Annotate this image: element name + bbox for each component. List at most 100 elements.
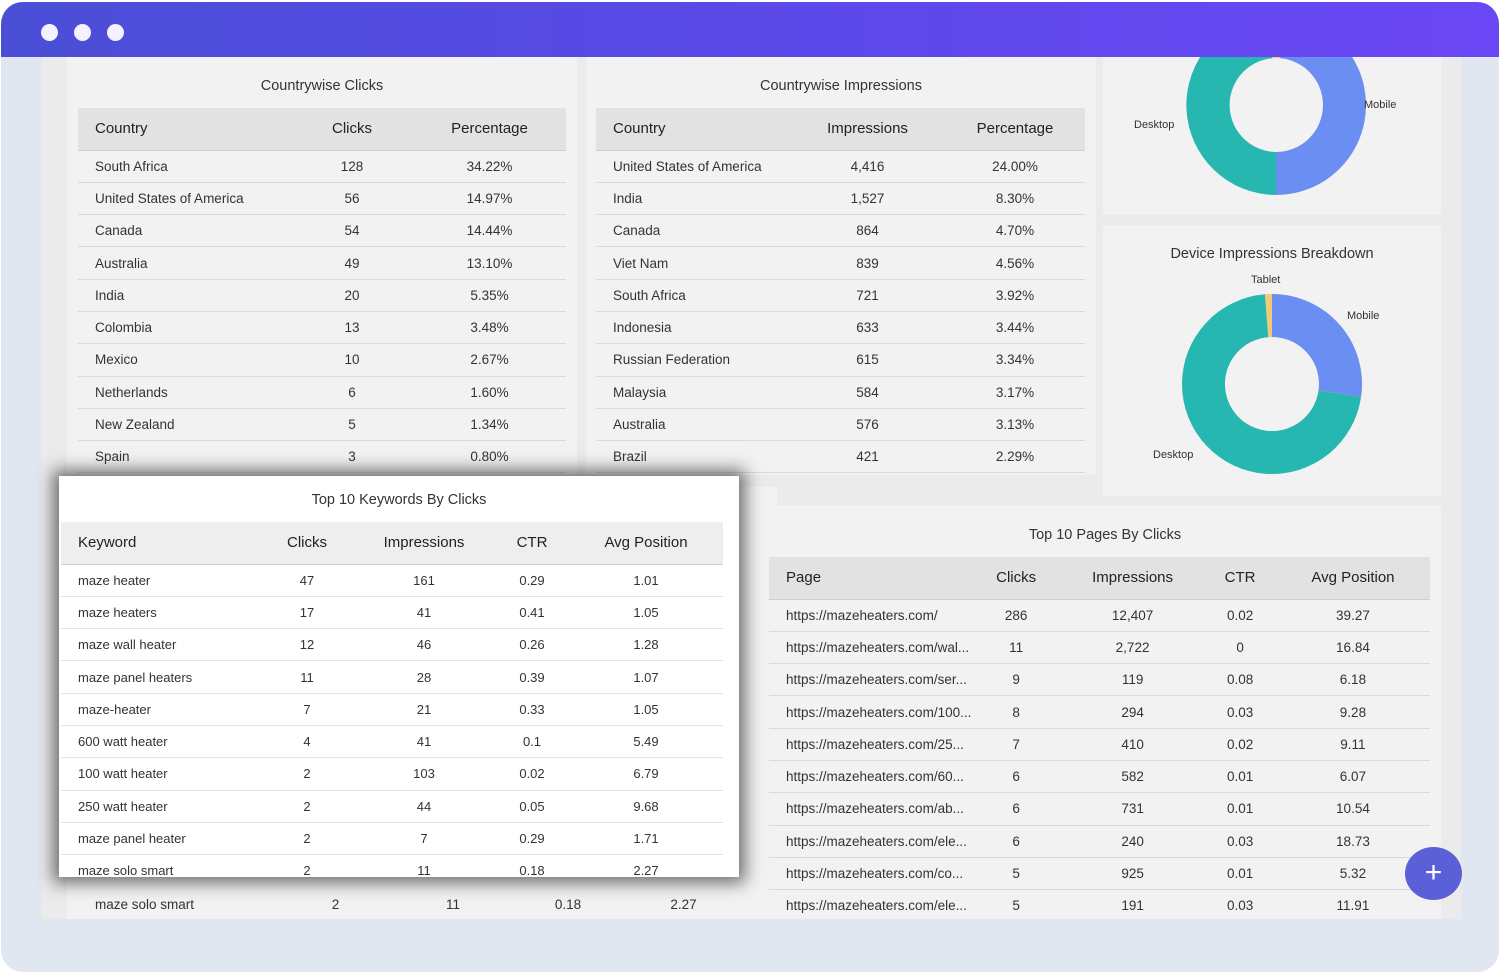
table-row[interactable]: Malaysia 584 3.17% bbox=[596, 376, 1085, 409]
avg-position-cell: 1.71 bbox=[569, 822, 723, 856]
table-row[interactable]: maze panel heater 2 7 0.29 1.71 bbox=[61, 822, 723, 856]
column-header-country[interactable]: Country bbox=[78, 108, 291, 151]
table-row[interactable]: https://mazeheaters.com/286 12,407 0.02 39.… bbox=[769, 599, 1430, 632]
clicks-cell: 7 bbox=[261, 693, 353, 726]
column-header-impressions[interactable]: Impressions bbox=[353, 522, 495, 565]
percentage-cell: 5.35% bbox=[413, 279, 566, 312]
table-row[interactable]: Brazil 421 2.29% bbox=[596, 440, 1085, 474]
country-cell: South Africa bbox=[596, 279, 790, 312]
impressions-cell: 161 bbox=[353, 564, 495, 597]
add-widget-button[interactable]: + bbox=[1405, 847, 1462, 900]
keyword-cell: 100 watt heater bbox=[61, 757, 261, 791]
country-cell: India bbox=[596, 182, 790, 216]
table-row[interactable]: maze heaters 17 41 0.41 1.05 bbox=[61, 596, 723, 630]
table-row[interactable]: https://mazeheaters.com/100... 8 294 0.03 9.… bbox=[769, 695, 1430, 729]
table-row[interactable]: https://mazeheaters.com/25... 7 410 0.02 9.1… bbox=[769, 728, 1430, 761]
table-row[interactable]: maze heater 47 161 0.29 1.01 bbox=[61, 564, 723, 597]
column-header-percentage[interactable]: Percentage bbox=[413, 108, 566, 151]
window-minimize-dot[interactable] bbox=[74, 24, 91, 41]
ctr-cell: 0.03 bbox=[1204, 825, 1276, 858]
clicks-cell: 11 bbox=[261, 660, 353, 694]
clicks-cell: 8 bbox=[971, 695, 1061, 729]
table-row[interactable]: Colombia 13 3.48% bbox=[78, 311, 566, 345]
table-row[interactable]: Australia 49 13.10% bbox=[78, 246, 566, 280]
impressions-cell: 41 bbox=[353, 596, 495, 630]
table-row[interactable]: https://mazeheaters.com/ele... 5 191 0.03 11… bbox=[769, 889, 1430, 919]
percentage-cell: 3.17% bbox=[945, 376, 1085, 409]
percentage-cell: 24.00% bbox=[945, 150, 1085, 183]
impressions-cell: 615 bbox=[790, 343, 945, 377]
ctr-cell: 0.01 bbox=[1204, 857, 1276, 891]
window-close-dot[interactable] bbox=[41, 24, 58, 41]
impressions-cell: 240 bbox=[1060, 825, 1205, 858]
table-row[interactable]: Canada 864 4.70% bbox=[596, 214, 1085, 248]
column-header-page[interactable]: Page bbox=[769, 557, 972, 600]
table-row[interactable]: https://mazeheaters.com/wal... 11 2,722 0 16… bbox=[769, 631, 1430, 665]
top-keywords-popup[interactable]: Top 10 Keywords By Clicks Keyword Clicks… bbox=[59, 476, 739, 877]
legend-label-tablet: Tablet bbox=[1251, 274, 1281, 286]
table-row[interactable]: South Africa 721 3.92% bbox=[596, 279, 1085, 312]
clicks-cell: 10 bbox=[291, 343, 413, 377]
column-header-percentage[interactable]: Percentage bbox=[945, 108, 1085, 151]
table-row[interactable]: Australia 576 3.13% bbox=[596, 408, 1085, 442]
table-row[interactable]: https://mazeheaters.com/ab... 6 731 0.01 10.… bbox=[769, 792, 1430, 826]
column-header-impressions[interactable]: Impressions bbox=[1060, 557, 1205, 600]
panel-title: Countrywise Clicks bbox=[260, 78, 384, 94]
table-row[interactable]: maze solo smart 2 11 0.18 2.27 bbox=[78, 889, 754, 919]
table-row[interactable]: New Zealand 5 1.34% bbox=[78, 408, 566, 442]
column-header-clicks[interactable]: Clicks bbox=[971, 557, 1061, 600]
table-row[interactable]: India 1,527 8.30% bbox=[596, 182, 1085, 216]
keyword-cell: maze panel heaters bbox=[61, 660, 261, 694]
keyword-cell: 250 watt heater bbox=[61, 790, 261, 823]
table-row[interactable]: Canada 54 14.44% bbox=[78, 214, 566, 248]
table-row[interactable]: maze wall heater 12 46 0.26 1.28 bbox=[61, 628, 723, 662]
table-row[interactable]: 100 watt heater 2 103 0.02 6.79 bbox=[61, 757, 723, 791]
countrywise-impressions-table: Country Impressions Percentage United St… bbox=[596, 108, 1085, 474]
keyword-cell: maze-heater bbox=[61, 693, 261, 726]
table-row[interactable]: maze panel heaters 11 28 0.39 1.07 bbox=[61, 660, 723, 694]
impressions-cell: 410 bbox=[1060, 728, 1205, 761]
table-row[interactable]: United States of America 56 14.97% bbox=[78, 182, 566, 216]
column-header-avg-position[interactable]: Avg Position bbox=[569, 522, 723, 565]
column-header-impressions[interactable]: Impressions bbox=[790, 108, 945, 151]
table-row[interactable]: https://mazeheaters.com/60... 6 582 0.01 6.0… bbox=[769, 760, 1430, 794]
column-header-ctr[interactable]: CTR bbox=[1204, 557, 1276, 600]
clicks-cell: 286 bbox=[971, 599, 1061, 632]
column-header-avg-position[interactable]: Avg Position bbox=[1275, 557, 1430, 600]
ctr-cell: 0.39 bbox=[495, 660, 569, 694]
table-row[interactable]: https://mazeheaters.com/co... 5 925 0.01 5.3… bbox=[769, 857, 1430, 891]
clicks-cell: 5 bbox=[971, 857, 1061, 891]
column-header-clicks[interactable]: Clicks bbox=[261, 522, 353, 565]
country-cell: New Zealand bbox=[78, 408, 291, 442]
table-row[interactable]: Netherlands 6 1.60% bbox=[78, 376, 566, 409]
table-row[interactable]: Spain 3 0.80% bbox=[78, 440, 566, 474]
table-row[interactable]: https://mazeheaters.com/ele... 6 240 0.03 18… bbox=[769, 825, 1430, 858]
percentage-cell: 14.97% bbox=[413, 182, 566, 216]
table-row[interactable]: 250 watt heater 2 44 0.05 9.68 bbox=[61, 790, 723, 823]
impressions-cell: 21 bbox=[353, 693, 495, 726]
column-header-keyword[interactable]: Keyword bbox=[61, 522, 261, 565]
impressions-cell: 44 bbox=[353, 790, 495, 823]
ctr-cell: 0.29 bbox=[495, 822, 569, 856]
table-row[interactable]: Mexico 10 2.67% bbox=[78, 343, 566, 377]
table-row[interactable]: South Africa 128 34.22% bbox=[78, 150, 566, 183]
table-row[interactable]: United States of America 4,416 24.00% bbox=[596, 150, 1085, 183]
impressions-cell: 721 bbox=[790, 279, 945, 312]
table-row[interactable]: 600 watt heater 4 41 0.1 5.49 bbox=[61, 725, 723, 759]
device-impressions-donut-chart bbox=[1181, 294, 1363, 475]
column-header-country[interactable]: Country bbox=[596, 108, 790, 151]
clicks-cell: 47 bbox=[261, 564, 353, 597]
table-row[interactable]: maze solo smart 2 11 0.18 2.27 bbox=[61, 854, 723, 877]
column-header-ctr[interactable]: CTR bbox=[495, 522, 569, 565]
table-row[interactable]: https://mazeheaters.com/ser... 9 119 0.08 6.… bbox=[769, 663, 1430, 697]
table-row[interactable]: India 20 5.35% bbox=[78, 279, 566, 312]
table-row[interactable]: Indonesia 633 3.44% bbox=[596, 311, 1085, 345]
impressions-cell: 11 bbox=[353, 854, 495, 877]
table-row[interactable]: maze-heater 7 21 0.33 1.05 bbox=[61, 693, 723, 726]
window-maximize-dot[interactable] bbox=[107, 24, 124, 41]
window-titlebar bbox=[1, 2, 1499, 57]
table-row[interactable]: Viet Nam 839 4.56% bbox=[596, 246, 1085, 280]
column-header-clicks[interactable]: Clicks bbox=[291, 108, 413, 151]
table-row[interactable]: Russian Federation 615 3.34% bbox=[596, 343, 1085, 377]
percentage-cell: 4.56% bbox=[945, 246, 1085, 280]
